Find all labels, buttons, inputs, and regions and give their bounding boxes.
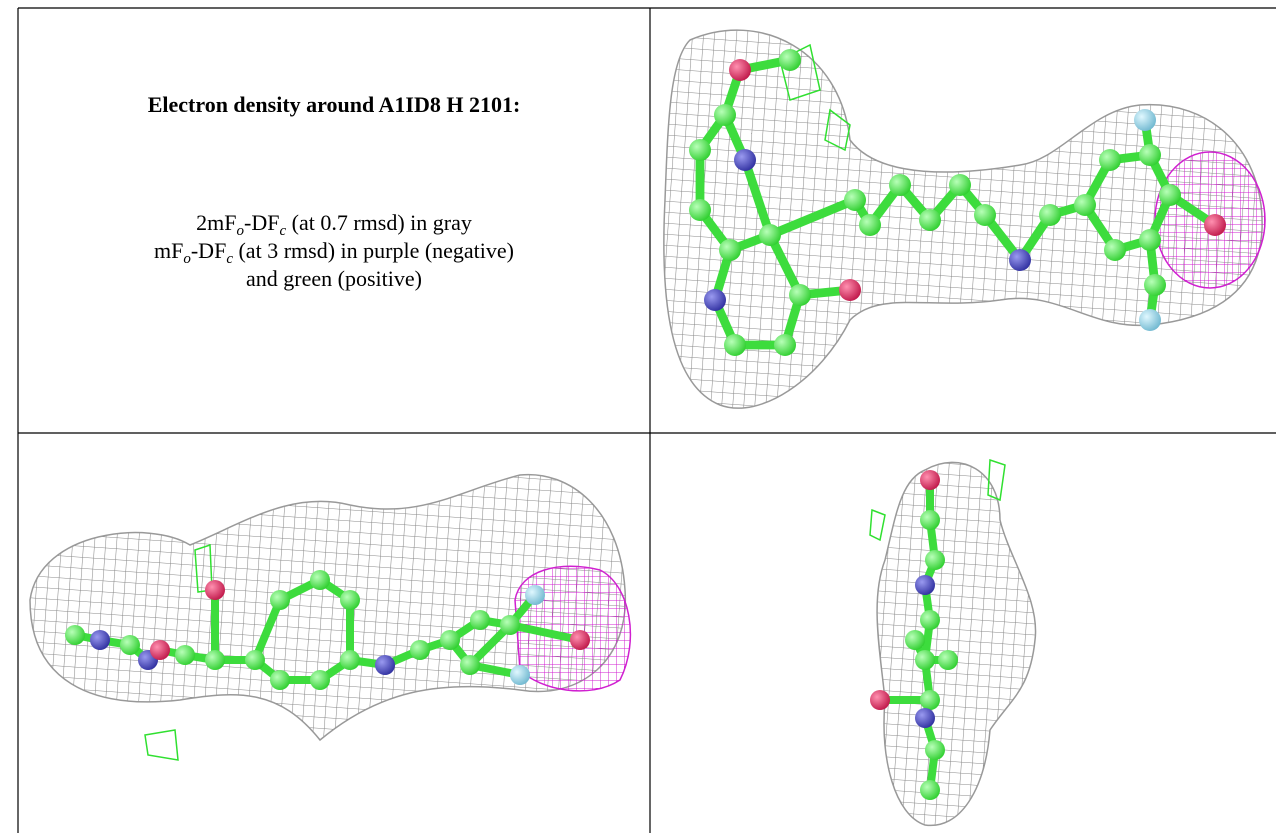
text: (at 0.7 rmsd) in gray bbox=[286, 210, 472, 235]
atom bbox=[949, 174, 971, 196]
atom bbox=[905, 630, 925, 650]
atom bbox=[90, 630, 110, 650]
atom bbox=[724, 334, 746, 356]
atom bbox=[460, 655, 480, 675]
atom bbox=[175, 645, 195, 665]
atom bbox=[1104, 239, 1126, 261]
atom bbox=[915, 650, 935, 670]
caption-title: Electron density around A1ID8 H 2101: bbox=[148, 92, 521, 117]
atom bbox=[65, 625, 85, 645]
atom bbox=[1039, 204, 1061, 226]
atom bbox=[340, 650, 360, 670]
atom bbox=[920, 470, 940, 490]
atom bbox=[1204, 214, 1226, 236]
atom bbox=[1099, 149, 1121, 171]
caption-line: mFo-DFc (at 3 rmsd) in purple (negative) bbox=[154, 238, 514, 267]
atom bbox=[919, 209, 941, 231]
atom bbox=[920, 780, 940, 800]
atom bbox=[150, 640, 170, 660]
atom bbox=[839, 279, 861, 301]
atom bbox=[525, 585, 545, 605]
atom bbox=[375, 655, 395, 675]
text: mF bbox=[154, 238, 183, 263]
atom bbox=[470, 610, 490, 630]
atom bbox=[205, 650, 225, 670]
atom bbox=[1159, 184, 1181, 206]
atom bbox=[1139, 309, 1161, 331]
atom bbox=[925, 740, 945, 760]
atom bbox=[245, 650, 265, 670]
page: Electron density around A1ID8 H 2101: 2m… bbox=[0, 0, 1276, 833]
text: (at 3 rmsd) in purple (negative) bbox=[233, 238, 514, 263]
atom bbox=[310, 570, 330, 590]
atom bbox=[340, 590, 360, 610]
atom bbox=[1139, 144, 1161, 166]
atom bbox=[925, 550, 945, 570]
atom bbox=[689, 139, 711, 161]
atom bbox=[759, 224, 781, 246]
atom bbox=[915, 575, 935, 595]
atom bbox=[1009, 249, 1031, 271]
atom bbox=[120, 635, 140, 655]
atom bbox=[920, 510, 940, 530]
atom bbox=[310, 670, 330, 690]
atom bbox=[440, 630, 460, 650]
atom bbox=[510, 665, 530, 685]
atom bbox=[859, 214, 881, 236]
text: and green (positive) bbox=[246, 266, 422, 291]
atom bbox=[1144, 274, 1166, 296]
atom bbox=[915, 708, 935, 728]
atom bbox=[1074, 194, 1096, 216]
atom bbox=[729, 59, 751, 81]
atom bbox=[270, 590, 290, 610]
atom bbox=[779, 49, 801, 71]
atom bbox=[734, 149, 756, 171]
atom bbox=[270, 670, 290, 690]
atom bbox=[974, 204, 996, 226]
caption-line: and green (positive) bbox=[246, 266, 422, 291]
atom bbox=[205, 580, 225, 600]
atom bbox=[570, 630, 590, 650]
atom bbox=[410, 640, 430, 660]
atom bbox=[500, 615, 520, 635]
atom bbox=[1134, 109, 1156, 131]
atom bbox=[938, 650, 958, 670]
atom bbox=[789, 284, 811, 306]
atom bbox=[920, 690, 940, 710]
atom bbox=[774, 334, 796, 356]
density-mesh bbox=[30, 30, 1262, 825]
atom bbox=[920, 610, 940, 630]
atom bbox=[870, 690, 890, 710]
atom bbox=[889, 174, 911, 196]
atom bbox=[844, 189, 866, 211]
atom bbox=[719, 239, 741, 261]
atom bbox=[704, 289, 726, 311]
atom bbox=[714, 104, 736, 126]
text: -DF bbox=[244, 210, 279, 235]
atom bbox=[689, 199, 711, 221]
text: -DF bbox=[191, 238, 226, 263]
atom bbox=[1139, 229, 1161, 251]
caption-line: 2mFo-DFc (at 0.7 rmsd) in gray bbox=[196, 210, 472, 239]
text: 2mF bbox=[196, 210, 236, 235]
figure-table: Electron density around A1ID8 H 2101: 2m… bbox=[0, 0, 1276, 833]
